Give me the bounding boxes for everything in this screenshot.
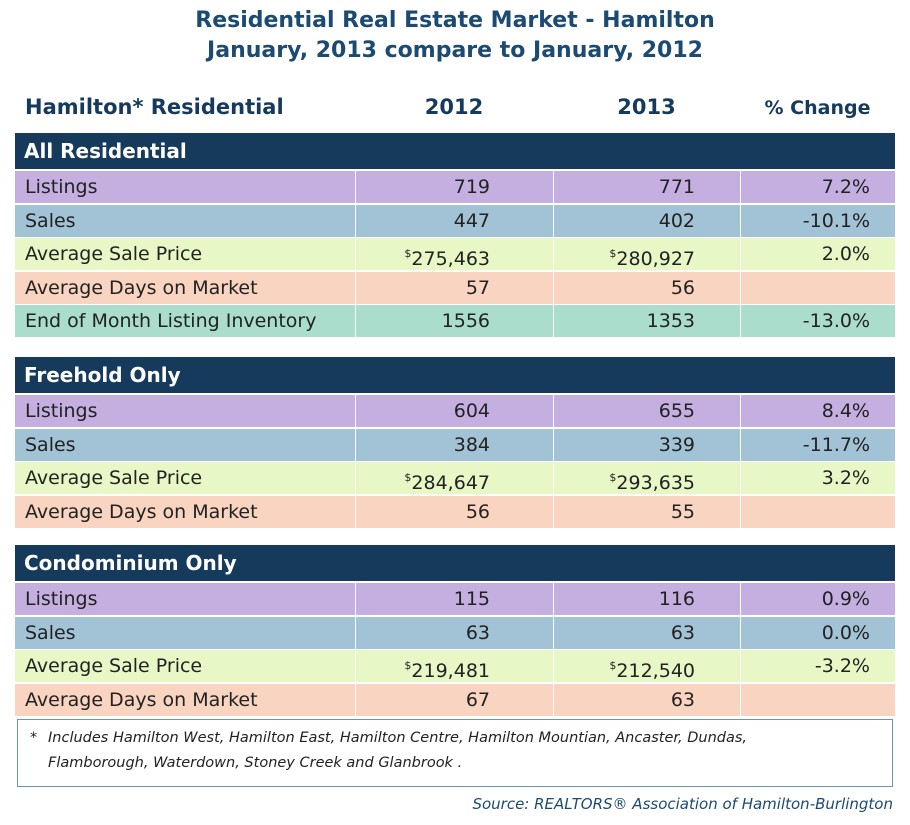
source: Source: REALTORS® Association of Hamilto… <box>472 795 893 813</box>
amount: 280,927 <box>616 248 695 270</box>
value-cell: 116 <box>554 583 740 615</box>
currency-symbol: $ <box>609 247 617 260</box>
row-label: Sales <box>15 204 355 237</box>
value-cell: 57 <box>356 271 553 304</box>
value-cell: 0.9% <box>741 583 895 615</box>
currency-symbol: $ <box>404 247 412 260</box>
value-cell: 1353 <box>554 305 740 337</box>
section-header: Condominium Only <box>15 545 895 581</box>
amount: 284,647 <box>411 472 490 494</box>
row-label: Average Sale Price <box>15 650 355 682</box>
row-label: Listings <box>15 583 355 615</box>
value-cell: 771 <box>554 171 740 203</box>
section-header: Freehold Only <box>15 357 895 393</box>
value-cell <box>741 495 895 528</box>
value-cell: 719 <box>356 171 553 203</box>
value-cell: 447 <box>356 204 553 237</box>
footnote-line: Includes Hamilton West, Hamilton East, H… <box>48 730 748 746</box>
value-cell: 55 <box>554 495 740 528</box>
value-cell: 655 <box>554 395 740 427</box>
column-header: 2013 <box>617 95 676 119</box>
value-cell: -11.7% <box>741 428 895 461</box>
row-label: Average Days on Market <box>15 271 355 304</box>
currency-symbol: $ <box>609 471 617 484</box>
currency-symbol: $ <box>609 659 617 672</box>
footnote-marker: * <box>30 730 38 746</box>
column-header: 2012 <box>424 95 484 119</box>
row-label: Average Days on Market <box>15 495 355 528</box>
value-cell: 63 <box>356 616 553 649</box>
value-cell: 0.0% <box>741 616 895 649</box>
value-cell: 56 <box>356 495 553 528</box>
value-cell: 402 <box>554 204 740 237</box>
value-cell: 3.2% <box>741 462 895 494</box>
value-cell: 56 <box>554 271 740 304</box>
value-cell: 63 <box>554 616 740 649</box>
amount: 293,635 <box>616 472 695 494</box>
value-cell: 339 <box>554 428 740 461</box>
value-cell: $212,540 <box>554 650 740 682</box>
value-cell: $275,463 <box>356 238 553 270</box>
value-cell: 384 <box>356 428 553 461</box>
value-cell <box>741 271 895 304</box>
value-cell: -10.1% <box>741 204 895 237</box>
column-header: Hamilton* Residential <box>25 95 284 119</box>
value-cell: $280,927 <box>554 238 740 270</box>
value-cell: 7.2% <box>741 171 895 203</box>
value-cell: 1556 <box>356 305 553 337</box>
column-header: % Change <box>764 97 871 119</box>
value-cell: 115 <box>356 583 553 615</box>
row-label: Listings <box>15 395 355 427</box>
amount: 212,540 <box>616 660 695 682</box>
row-label: Average Sale Price <box>15 238 355 270</box>
row-label: Sales <box>15 616 355 649</box>
value-cell: -13.0% <box>741 305 895 337</box>
value-cell: $293,635 <box>554 462 740 494</box>
currency-symbol: $ <box>404 471 412 484</box>
row-label: End of Month Listing Inventory <box>15 305 355 337</box>
value-cell: 63 <box>554 683 740 716</box>
row-label: Average Sale Price <box>15 462 355 494</box>
value-cell: $219,481 <box>356 650 553 682</box>
value-cell <box>741 683 895 716</box>
value-cell: $284,647 <box>356 462 553 494</box>
currency-symbol: $ <box>404 659 412 672</box>
title-line: January, 2013 compare to January, 2012 <box>207 38 703 63</box>
footnote-box: * Includes Hamilton West, Hamilton East,… <box>17 719 893 787</box>
value-cell: -3.2% <box>741 650 895 682</box>
value-cell: 2.0% <box>741 238 895 270</box>
row-label: Sales <box>15 428 355 461</box>
amount: 275,463 <box>411 248 490 270</box>
value-cell: 67 <box>356 683 553 716</box>
section-header: All Residential <box>15 133 895 169</box>
title-line: Residential Real Estate Market - Hamilto… <box>195 8 715 33</box>
value-cell: 8.4% <box>741 395 895 427</box>
footnote-line: Flamborough, Waterdown, Stoney Creek and… <box>48 755 463 771</box>
amount: 219,481 <box>411 660 490 682</box>
row-label: Listings <box>15 171 355 203</box>
value-cell: 604 <box>356 395 553 427</box>
row-label: Average Days on Market <box>15 683 355 716</box>
